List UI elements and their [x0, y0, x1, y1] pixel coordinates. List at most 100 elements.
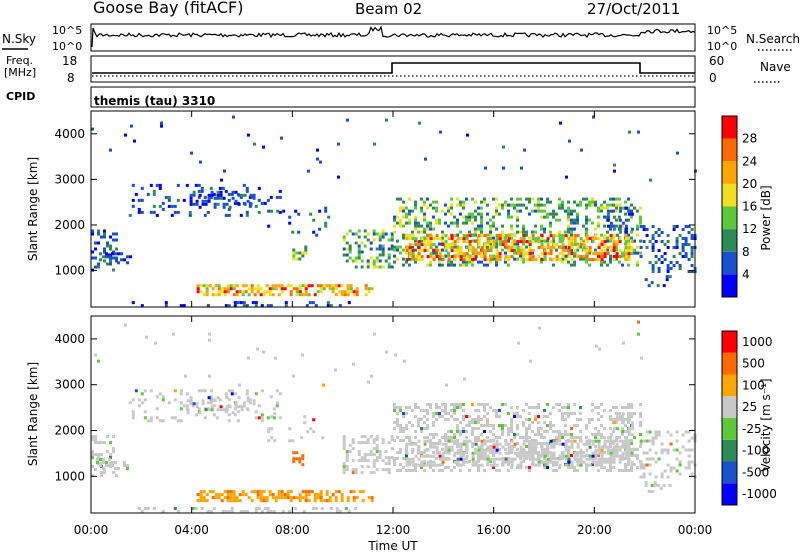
echo-point: [675, 261, 679, 264]
echo-point: [636, 263, 639, 267]
echo-point: [507, 430, 510, 433]
colorbar-swatch: [722, 331, 737, 353]
nsky-panel-frame: [90, 23, 696, 52]
echo-point: [498, 451, 502, 455]
echo-point: [393, 409, 396, 412]
echo-point: [124, 133, 127, 137]
echo-point: [426, 224, 429, 228]
echo-point: [256, 490, 260, 494]
echo-point: [540, 436, 543, 439]
echo-point: [140, 401, 144, 405]
echo-point: [480, 260, 483, 264]
echo-point: [220, 178, 223, 182]
echo-point: [227, 413, 231, 417]
echo-point: [537, 203, 540, 207]
echo-point: [444, 403, 447, 406]
colorbar-tick-label: -500: [742, 465, 769, 479]
echo-point: [612, 442, 615, 445]
echo-point: [435, 249, 439, 253]
echo-point: [322, 287, 326, 291]
echo-point: [109, 148, 112, 152]
echo-point: [393, 224, 396, 228]
echo-point: [687, 225, 691, 228]
echo-point: [133, 139, 136, 143]
echo-point: [278, 195, 282, 199]
echo-point: [552, 469, 555, 472]
echo-point: [435, 403, 438, 406]
echo-point: [549, 457, 553, 461]
echo-point: [438, 463, 442, 467]
echo-point: [267, 439, 271, 443]
echo-point: [283, 493, 287, 497]
echo-point: [606, 439, 610, 443]
echo-point: [657, 433, 661, 437]
echo-point: [423, 249, 427, 253]
echo-point: [366, 232, 370, 236]
echo-point: [567, 460, 571, 464]
echo-point: [426, 460, 430, 464]
echo-point: [471, 249, 475, 253]
echo-point: [126, 261, 129, 265]
echo-point: [319, 284, 323, 288]
echo-point: [109, 456, 112, 460]
echo-point: [543, 245, 546, 249]
echo-point: [474, 233, 477, 237]
echo-point: [115, 474, 118, 478]
echo-point: [657, 258, 661, 261]
echo-point: [639, 225, 643, 228]
echo-point: [471, 427, 474, 430]
echo-point: [561, 415, 564, 418]
echo-point: [411, 451, 414, 454]
echo-point: [597, 454, 600, 457]
echo-point: [414, 466, 417, 469]
echo-point: [564, 230, 567, 234]
echo-point: [498, 424, 501, 427]
echo-point: [519, 460, 523, 464]
echo-point: [561, 243, 565, 247]
echo-point: [594, 406, 597, 409]
echo-point: [654, 475, 658, 479]
echo-point: [423, 218, 426, 222]
echo-point: [480, 251, 483, 255]
echo-point: [232, 293, 236, 297]
echo-point: [597, 237, 601, 241]
echo-point: [513, 257, 516, 261]
echo-point: [463, 377, 466, 381]
echo-point: [600, 448, 604, 452]
echo-point: [678, 234, 682, 237]
echo-point: [609, 257, 612, 261]
echo-point: [465, 215, 468, 219]
echo-point: [363, 459, 367, 463]
echo-point: [558, 457, 562, 461]
colorbar-swatch: [722, 418, 737, 440]
echo-point: [228, 405, 232, 409]
echo-point: [423, 415, 426, 418]
echo-point: [170, 213, 174, 217]
echo-point: [510, 215, 513, 219]
echo-point: [520, 166, 523, 170]
echo-point: [504, 260, 507, 264]
echo-point: [214, 284, 218, 288]
echo-point: [292, 457, 296, 461]
echo-point: [453, 406, 456, 409]
echo-point: [538, 326, 541, 330]
echo-point: [390, 238, 394, 242]
echo-point: [519, 466, 522, 469]
echo-point: [170, 416, 174, 420]
echo-point: [555, 403, 558, 406]
nave-label: Nave: [760, 60, 791, 74]
echo-point: [519, 436, 522, 439]
echo-point: [450, 237, 454, 241]
echo-point: [636, 454, 639, 457]
echo-point: [567, 448, 571, 452]
echo-point: [474, 227, 477, 231]
echo-point: [342, 462, 346, 466]
echo-point: [216, 396, 220, 400]
echo-point: [399, 251, 402, 255]
echo-point: [224, 304, 228, 308]
echo-point: [495, 263, 498, 267]
echo-point: [137, 207, 141, 211]
echo-point: [334, 368, 337, 372]
echo-point: [134, 389, 138, 393]
echo-point: [624, 206, 628, 210]
